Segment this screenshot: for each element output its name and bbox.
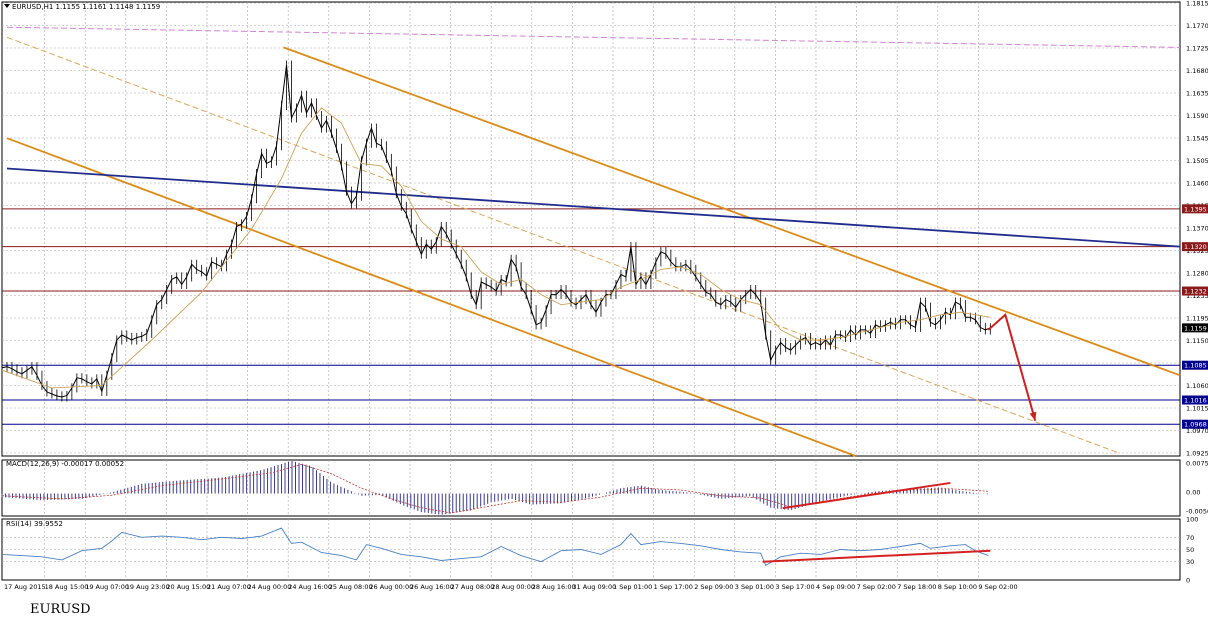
x-tick-label: 7 Sep 02:00	[857, 583, 896, 591]
price-y-tick-label: 1.1635	[1186, 90, 1208, 98]
x-tick-label: 27 Aug 08:00	[451, 583, 495, 591]
level-price-tag	[1182, 286, 1208, 296]
rsi-y-tick-label: 0	[1186, 577, 1190, 585]
price-y-tick-label: 1.1195	[1186, 315, 1208, 323]
price-y-tick-label: 1.1680	[1186, 67, 1208, 75]
macd-divergence-line	[782, 481, 951, 510]
x-tick-label: 18 Aug 15:00	[45, 583, 89, 591]
price-y-tick-label: 1.1015	[1186, 405, 1208, 413]
price-y-tick-label: 1.1770	[1186, 22, 1208, 30]
rsi-y-tick-label: 100	[1186, 516, 1198, 524]
level-price-tag	[1182, 242, 1208, 252]
level-price-label: 1.1232	[1184, 288, 1207, 296]
price-y-tick-label: 1.1590	[1186, 112, 1208, 120]
level-price-label: 1.1320	[1184, 243, 1207, 251]
x-tick-label: 24 Aug 00:00	[248, 583, 292, 591]
level-price-tag	[1182, 360, 1208, 370]
x-tick-label: 24 Aug 16:00	[288, 583, 332, 591]
price-panel-frame	[1, 1, 1181, 457]
level-price-label: 1.1395	[1184, 205, 1207, 213]
price-y-tick-label: 1.1060	[1186, 382, 1208, 390]
moving-average-line	[1, 107, 991, 389]
current-price-label: 1.1159	[1184, 324, 1207, 332]
price-y-tick-label: 1.1505	[1186, 157, 1208, 165]
price-y-tick-label: 1.1545	[1186, 135, 1208, 143]
chart-header-title: EURUSD,H1 1.1155 1.1161 1.1148 1.1159	[12, 3, 160, 11]
macd-y-tick-label: -0.00508	[1186, 508, 1208, 516]
figure-caption: EURUSD	[30, 602, 91, 617]
dropdown-triangle-icon[interactable]	[4, 4, 10, 8]
x-tick-label: 31 Aug 09:00	[572, 583, 616, 591]
x-tick-label: 3 Sep 17:00	[775, 583, 814, 591]
macd-panel-frame	[1, 459, 1181, 517]
x-tick-label: 17 Aug 2015	[4, 583, 46, 591]
price-panel	[1, 26, 1181, 457]
trendline	[6, 137, 856, 457]
x-tick-label: 2 Sep 09:00	[694, 583, 733, 591]
macd-label: MACD(12,26,9) -0.00017 0.00052	[6, 460, 124, 468]
rsi-label: RSI(14) 39.9552	[6, 520, 63, 528]
x-tick-label: 26 Aug 00:00	[369, 583, 413, 591]
x-tick-label: 7 Sep 18:00	[897, 583, 936, 591]
rsi-y-tick-label: 30	[1186, 558, 1194, 566]
forecast-arrowhead	[1029, 411, 1037, 421]
trendline	[6, 36, 1121, 454]
price-y-tick-label: 1.0970	[1186, 427, 1208, 435]
x-tick-label: 9 Sep 02:00	[978, 583, 1017, 591]
macd-y-tick-label: 0.00	[1186, 489, 1200, 497]
trendline	[6, 167, 1181, 248]
x-tick-label: 28 Aug 00:00	[491, 583, 535, 591]
rsi-y-tick-label: 70	[1186, 534, 1194, 542]
x-tick-label: 19 Aug 23:00	[126, 583, 170, 591]
grid-lines	[1, 1, 1181, 581]
trendline	[283, 46, 1181, 377]
forecast-arrow-line	[987, 312, 1037, 421]
x-tick-label: 3 Sep 01:00	[735, 583, 774, 591]
macd-y-tick-label: 0.00759	[1186, 460, 1208, 468]
price-y-tick-label: 1.1725	[1186, 45, 1208, 53]
x-tick-label: 25 Aug 08:00	[329, 583, 373, 591]
x-tick-label: 21 Aug 07:00	[207, 583, 251, 591]
rsi-y-tick-label: 50	[1186, 546, 1194, 554]
price-y-tick-label: 1.0925	[1186, 450, 1208, 458]
x-tick-label: 19 Aug 07:00	[85, 583, 129, 591]
trendline	[6, 26, 1181, 48]
level-price-label: 1.0968	[1184, 421, 1207, 429]
rsi-line	[1, 527, 989, 567]
price-y-tick-label: 1.1815	[1186, 0, 1208, 8]
x-tick-label: 28 Aug 16:00	[532, 583, 576, 591]
level-price-tag	[1182, 419, 1208, 429]
x-tick-label: 4 Sep 09:00	[816, 583, 855, 591]
rsi-divergence-line	[762, 549, 991, 563]
level-price-tag	[1182, 204, 1208, 214]
x-tick-label: 20 Aug 15:00	[166, 583, 210, 591]
level-price-label: 1.1016	[1184, 397, 1207, 405]
price-y-tick-label: 1.1370	[1186, 225, 1208, 233]
current-price-tag	[1182, 323, 1208, 333]
rsi-panel	[1, 527, 991, 567]
price-y-tick-label: 1.1460	[1186, 180, 1208, 188]
x-tick-label: 1 Sep 17:00	[654, 583, 693, 591]
price-y-tick-label: 1.1280	[1186, 270, 1208, 278]
level-price-label: 1.1085	[1184, 362, 1207, 370]
price-y-tick-label: 1.1150	[1186, 337, 1208, 345]
x-tick-label: 26 Aug 16:00	[410, 583, 454, 591]
level-price-tag	[1182, 395, 1208, 405]
x-tick-label: 1 Sep 01:00	[613, 583, 652, 591]
x-tick-label: 8 Sep 10:00	[938, 583, 977, 591]
macd-panel	[1, 460, 989, 515]
price-y-tick-label: 1.1235	[1186, 292, 1208, 300]
